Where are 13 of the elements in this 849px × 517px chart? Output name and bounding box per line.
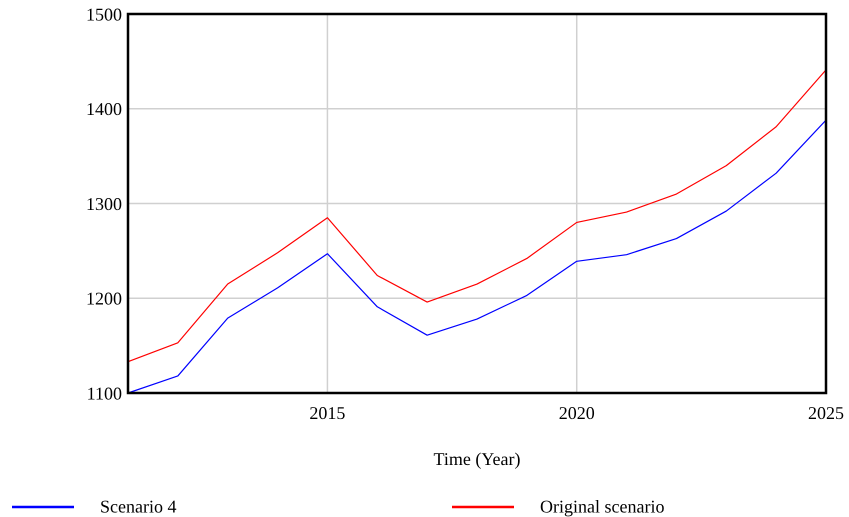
legend-label: Original scenario bbox=[540, 496, 664, 516]
y-tick-label: 1300 bbox=[86, 194, 122, 214]
legend-label: Scenario 4 bbox=[100, 496, 176, 516]
y-tick-label: 1400 bbox=[86, 99, 122, 120]
x-axis-title: Time (Year) bbox=[433, 449, 521, 469]
line-series bbox=[127, 69, 827, 362]
x-tick-label: 2025 bbox=[808, 403, 844, 423]
y-tick-label: 1100 bbox=[86, 383, 122, 404]
line-series bbox=[127, 120, 827, 394]
x-tick-label: 2015 bbox=[309, 403, 346, 423]
y-tick-label: 1200 bbox=[86, 288, 122, 309]
y-tick-label: 1500 bbox=[86, 4, 122, 24]
x-tick-label: 2020 bbox=[558, 403, 595, 423]
